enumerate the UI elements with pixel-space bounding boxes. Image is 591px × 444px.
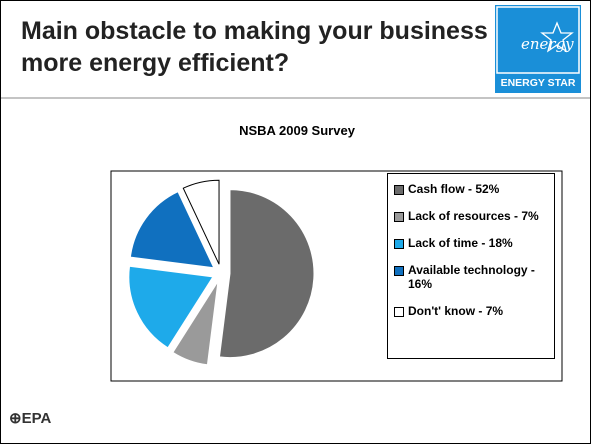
- legend-swatch: [394, 239, 404, 249]
- pie-slice: [128, 265, 214, 349]
- pie-slice: [129, 191, 215, 269]
- logo-frame: [496, 6, 580, 74]
- legend-swatch: [394, 185, 404, 195]
- slide-title: Main obstacle to making your business mo…: [21, 17, 488, 77]
- pie-slice: [218, 189, 315, 359]
- legend-item: Cash flow - 52%: [394, 182, 550, 196]
- pie-slice: [172, 281, 219, 366]
- logo-script: energy: [521, 35, 574, 53]
- legend-swatch: [394, 212, 404, 222]
- footer: ⊕EPA: [9, 410, 52, 427]
- legend-item: Lack of resources - 7%: [394, 209, 550, 223]
- pie: [128, 179, 315, 366]
- plot-frame: [110, 170, 563, 382]
- legend: Cash flow - 52% Lack of resources - 7% Lac…: [387, 173, 555, 359]
- legend-label: Lack of time - 18%: [408, 236, 513, 250]
- logo-box: [495, 5, 581, 93]
- legend-item: Lack of time - 18%: [394, 236, 550, 250]
- legend-label: Available technology - 16%: [408, 263, 535, 291]
- logo-label: ENERGY STAR: [501, 77, 576, 89]
- legend-label: Don't' know - 7%: [408, 304, 504, 318]
- chart-title: NSBA 2009 Survey: [239, 123, 356, 138]
- logo-star: [540, 21, 574, 53]
- legend-swatch: [394, 266, 404, 276]
- legend-label: Cash flow - 52%: [408, 182, 500, 196]
- pie-slice: [182, 179, 220, 265]
- legend-swatch: [394, 307, 404, 317]
- legend-label: Lack of resources - 7%: [408, 209, 539, 223]
- legend-item: Available technology - 16%: [394, 263, 550, 291]
- footer-text: EPA: [21, 410, 52, 427]
- legend-item: Don't' know - 7%: [394, 304, 550, 318]
